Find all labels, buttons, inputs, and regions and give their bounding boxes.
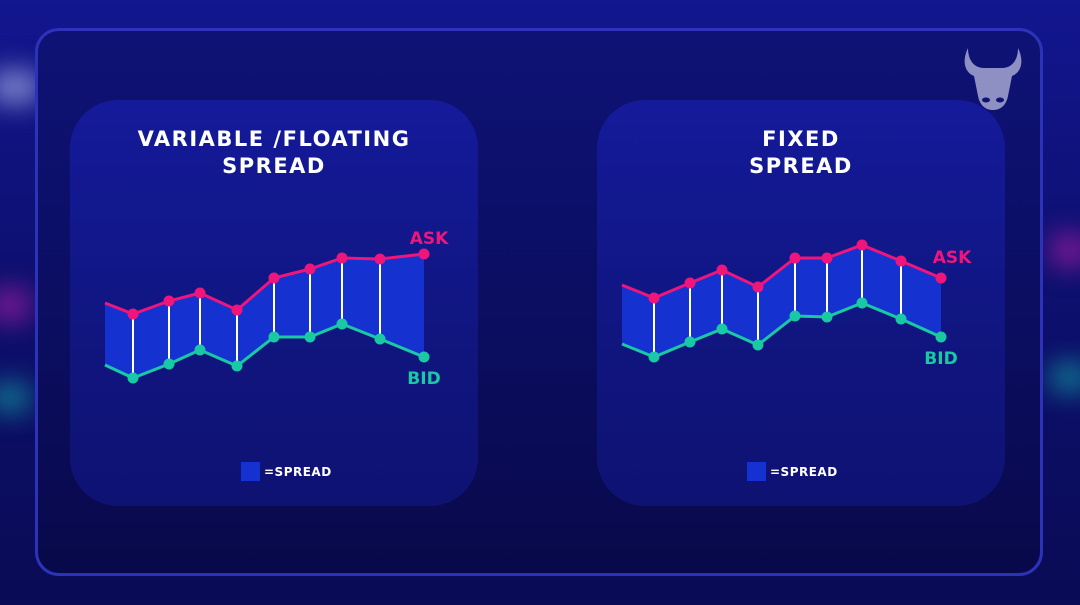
panel-title: FIXED SPREAD	[597, 126, 1005, 180]
bid-point	[231, 360, 243, 372]
spread-band	[622, 245, 941, 357]
ask-point	[304, 263, 316, 275]
ask-label: ASK	[933, 248, 972, 268]
bid-point	[648, 351, 660, 363]
bid-point	[895, 313, 907, 325]
ask-point	[684, 277, 696, 289]
ask-point	[856, 239, 868, 251]
bid-line	[104, 322, 425, 380]
bid-point	[684, 336, 696, 348]
background-blur-left-teal	[0, 385, 30, 410]
background-blur-left-white	[0, 72, 40, 102]
bid-point	[374, 333, 386, 345]
spread-swatch	[241, 462, 260, 481]
bid-point	[304, 331, 316, 343]
ask-line	[621, 243, 942, 300]
fixed-spread-chart	[621, 239, 947, 363]
title-line-2: SPREAD	[749, 154, 853, 178]
title-line-2: SPREAD	[222, 154, 326, 178]
bid-point	[127, 372, 139, 384]
bid-point	[821, 311, 833, 323]
bid-point	[752, 339, 764, 351]
bid-point	[163, 358, 175, 370]
ask-point	[231, 304, 243, 316]
ask-point	[163, 295, 175, 307]
legend: =SPREAD	[241, 462, 332, 481]
panel-title: VARIABLE /FLOATING SPREAD	[70, 126, 478, 180]
ask-point	[194, 287, 206, 299]
bid-point	[789, 310, 801, 322]
ask-line	[104, 252, 425, 316]
bid-point	[336, 318, 348, 330]
title-line-1: VARIABLE /FLOATING	[137, 127, 411, 151]
spread-swatch	[747, 462, 766, 481]
bid-point	[194, 344, 206, 356]
ask-point	[716, 264, 728, 276]
bid-point	[856, 297, 868, 309]
title-line-1: FIXED	[762, 127, 840, 151]
ask-point	[895, 255, 907, 267]
ask-point	[648, 292, 660, 304]
background-blur-right-teal	[1050, 365, 1080, 390]
legend: =SPREAD	[747, 462, 838, 481]
ask-point	[752, 281, 764, 293]
ask-point	[935, 272, 947, 284]
background-blur-left-magenta	[0, 290, 30, 320]
bid-point	[418, 351, 430, 363]
bid-point	[716, 323, 728, 335]
ask-point	[127, 308, 139, 320]
spread-band	[105, 254, 424, 378]
bid-label: BID	[407, 369, 440, 389]
bid-point	[935, 331, 947, 343]
bid-point	[268, 331, 280, 343]
ask-point	[336, 252, 348, 264]
ask-point	[418, 248, 430, 260]
bid-label: BID	[924, 349, 957, 369]
ask-point	[821, 252, 833, 264]
variable-spread-chart	[104, 248, 430, 384]
background-blur-right-magenta	[1050, 235, 1080, 265]
ask-label: ASK	[410, 229, 449, 249]
bid-line	[621, 301, 942, 359]
ask-point	[268, 272, 280, 284]
legend-label: =SPREAD	[264, 464, 332, 479]
bull-head-icon	[964, 48, 1022, 110]
legend-label: =SPREAD	[770, 464, 838, 479]
ask-point	[789, 252, 801, 264]
ask-point	[374, 253, 386, 265]
